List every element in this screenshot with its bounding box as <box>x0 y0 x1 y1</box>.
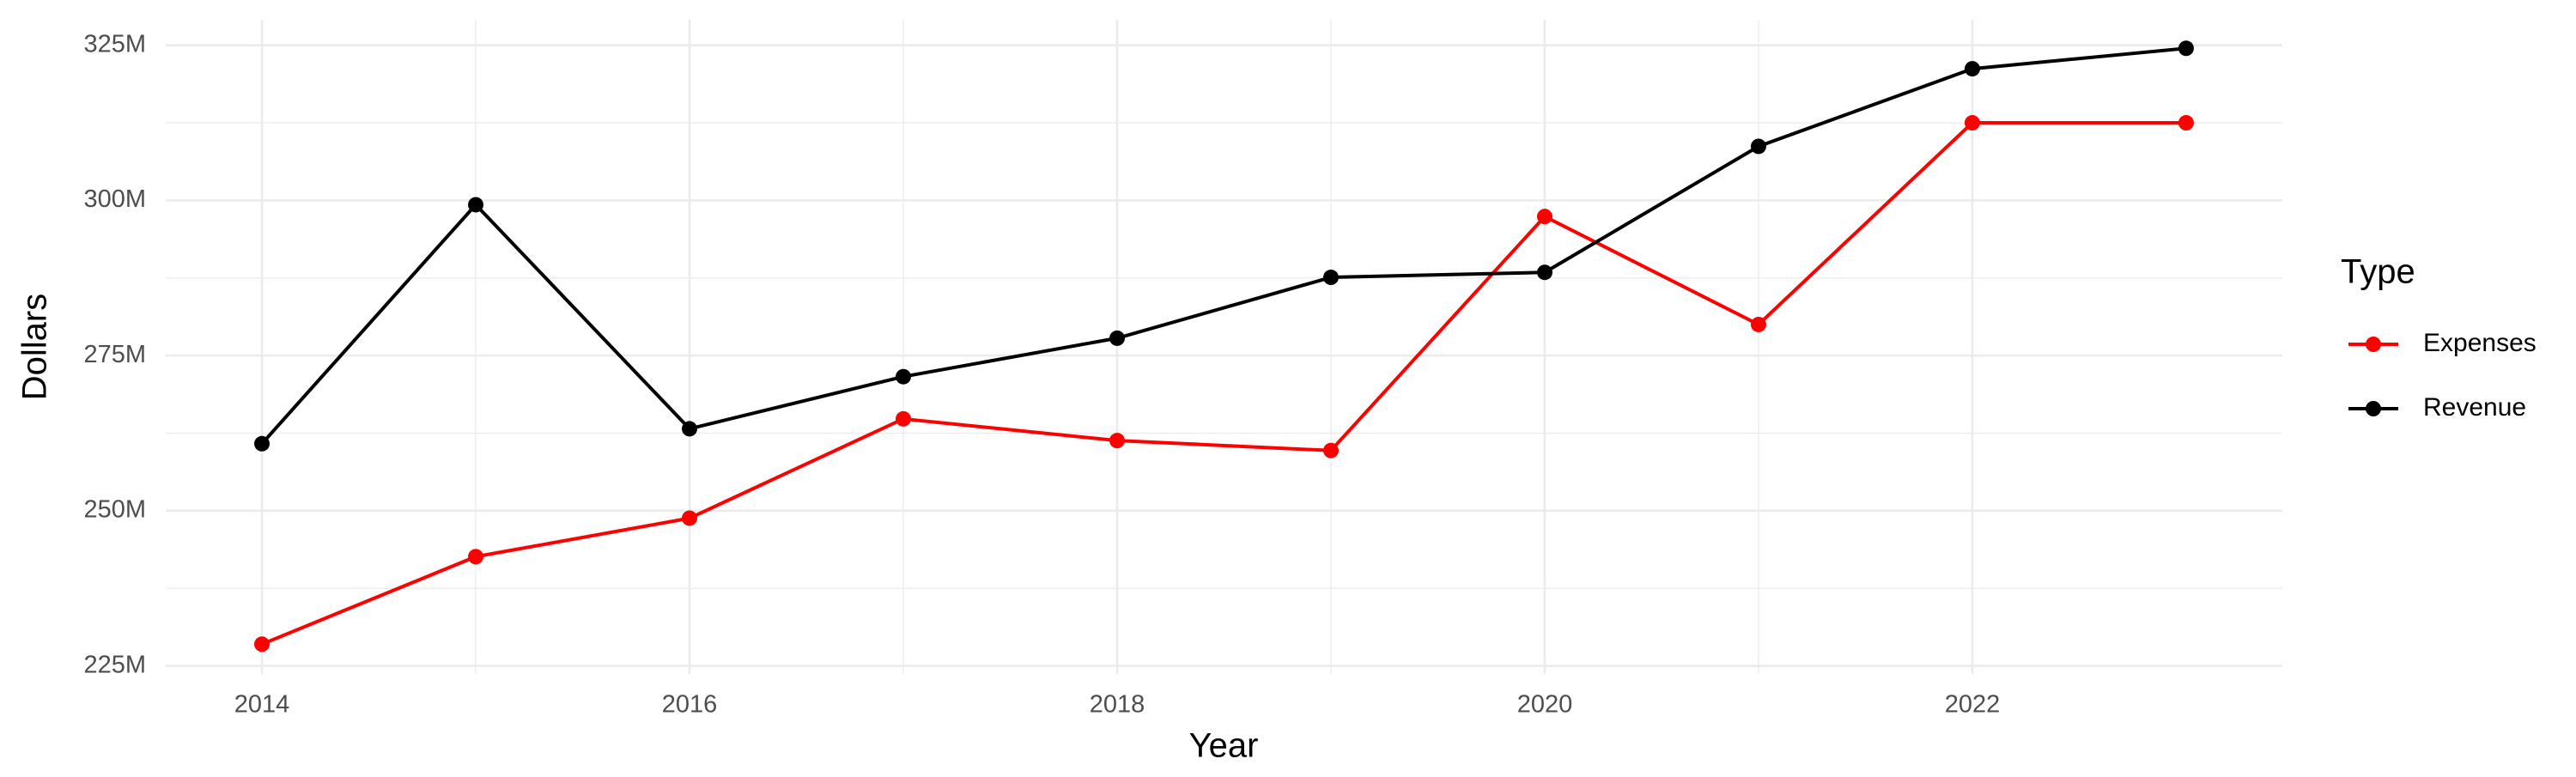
x-tick-label: 2018 <box>1090 691 1145 719</box>
series-line <box>261 121 2186 646</box>
data-point <box>1536 209 1552 225</box>
legend-key-point <box>2366 337 2381 352</box>
y-tick-label: 300M <box>83 185 146 213</box>
data-point <box>2178 115 2194 131</box>
x-tick-label: 2016 <box>662 691 718 719</box>
data-point <box>896 410 912 427</box>
legend-label: Expenses <box>2423 329 2537 357</box>
plot-area <box>254 40 2194 653</box>
x-axis-title: Year <box>1189 727 1259 765</box>
data-point <box>1750 138 1766 155</box>
y-tick-label: 225M <box>83 651 146 678</box>
y-tick-label: 325M <box>83 30 146 58</box>
x-tick-label: 2014 <box>234 691 290 719</box>
y-tick-label: 250M <box>83 496 146 524</box>
x-tick-label: 2020 <box>1517 691 1573 719</box>
data-point <box>468 197 484 213</box>
y-tick-label: 275M <box>83 341 146 368</box>
data-point <box>254 636 270 653</box>
data-point <box>1536 264 1552 281</box>
data-point <box>1750 316 1766 332</box>
data-point <box>1109 330 1126 346</box>
data-point <box>1322 442 1339 458</box>
x-tick-label: 2022 <box>1945 691 2001 719</box>
legend-key-point <box>2366 401 2381 416</box>
data-point <box>1109 433 1126 449</box>
data-point <box>896 368 912 385</box>
series-line <box>260 46 2187 446</box>
legend-label: Revenue <box>2423 393 2526 422</box>
legend-title: Type <box>2341 253 2415 291</box>
data-point <box>1322 270 1339 286</box>
data-point <box>682 510 698 526</box>
grid <box>166 20 2282 674</box>
data-point <box>1964 115 1980 131</box>
data-point <box>682 421 698 437</box>
data-point <box>2178 40 2194 57</box>
data-point <box>468 549 484 565</box>
y-axis-title: Dollars <box>16 294 54 400</box>
data-point <box>1964 61 1980 77</box>
data-point <box>254 435 270 452</box>
